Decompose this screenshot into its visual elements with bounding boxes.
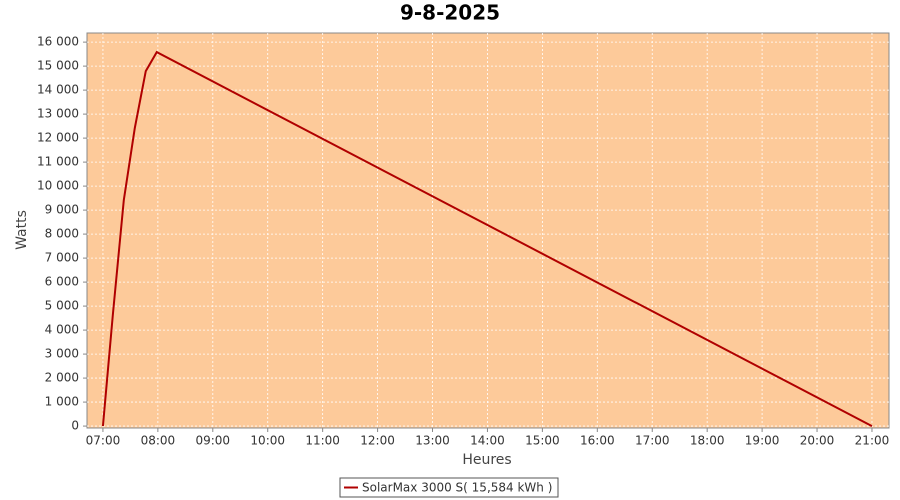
y-tick-label: 13 000 [37, 107, 79, 121]
y-tick-label: 9 000 [45, 203, 79, 217]
x-tick-label: 07:00 [86, 434, 121, 448]
y-tick-label: 14 000 [37, 83, 79, 97]
y-tick-label: 2 000 [45, 371, 79, 385]
x-tick-label: 20:00 [800, 434, 835, 448]
x-axis-label: Heures [462, 452, 511, 468]
y-tick-label: 16 000 [37, 35, 79, 49]
y-tick-label: 3 000 [45, 347, 79, 361]
x-tick-label: 16:00 [580, 434, 615, 448]
y-tick-label: 0 [71, 419, 79, 433]
chart-title: 9-8-2025 [400, 1, 500, 25]
x-tick-label: 10:00 [250, 434, 285, 448]
plot-area [86, 32, 890, 429]
y-tick-label: 5 000 [45, 299, 79, 313]
x-tick-label: 11:00 [305, 434, 340, 448]
y-tick-label: 11 000 [37, 155, 79, 169]
y-tick-label: 6 000 [45, 275, 79, 289]
x-tick-label: 08:00 [141, 434, 176, 448]
y-axis-label: Watts [14, 210, 30, 250]
y-tick-label: 1 000 [45, 395, 79, 409]
y-tick-label: 8 000 [45, 227, 79, 241]
line-series [101, 50, 873, 427]
y-tick-label: 4 000 [45, 323, 79, 337]
x-tick-label: 17:00 [635, 434, 670, 448]
x-tick-label: 21:00 [855, 434, 890, 448]
y-tick-label: 15 000 [37, 59, 79, 73]
x-tick-label: 19:00 [745, 434, 780, 448]
x-tick-label: 18:00 [690, 434, 725, 448]
legend-label: SolarMax 3000 S( 15,584 kWh ) [362, 481, 552, 495]
y-tick-label: 7 000 [45, 251, 79, 265]
y-tick-label: 12 000 [37, 131, 79, 145]
x-tick-label: 14:00 [470, 434, 505, 448]
x-tick-label: 09:00 [195, 434, 230, 448]
x-tick-label: 12:00 [360, 434, 395, 448]
x-tick-label: 13:00 [415, 434, 450, 448]
legend-box [339, 477, 559, 498]
x-tick-label: 15:00 [525, 434, 560, 448]
y-tick-label: 10 000 [37, 179, 79, 193]
